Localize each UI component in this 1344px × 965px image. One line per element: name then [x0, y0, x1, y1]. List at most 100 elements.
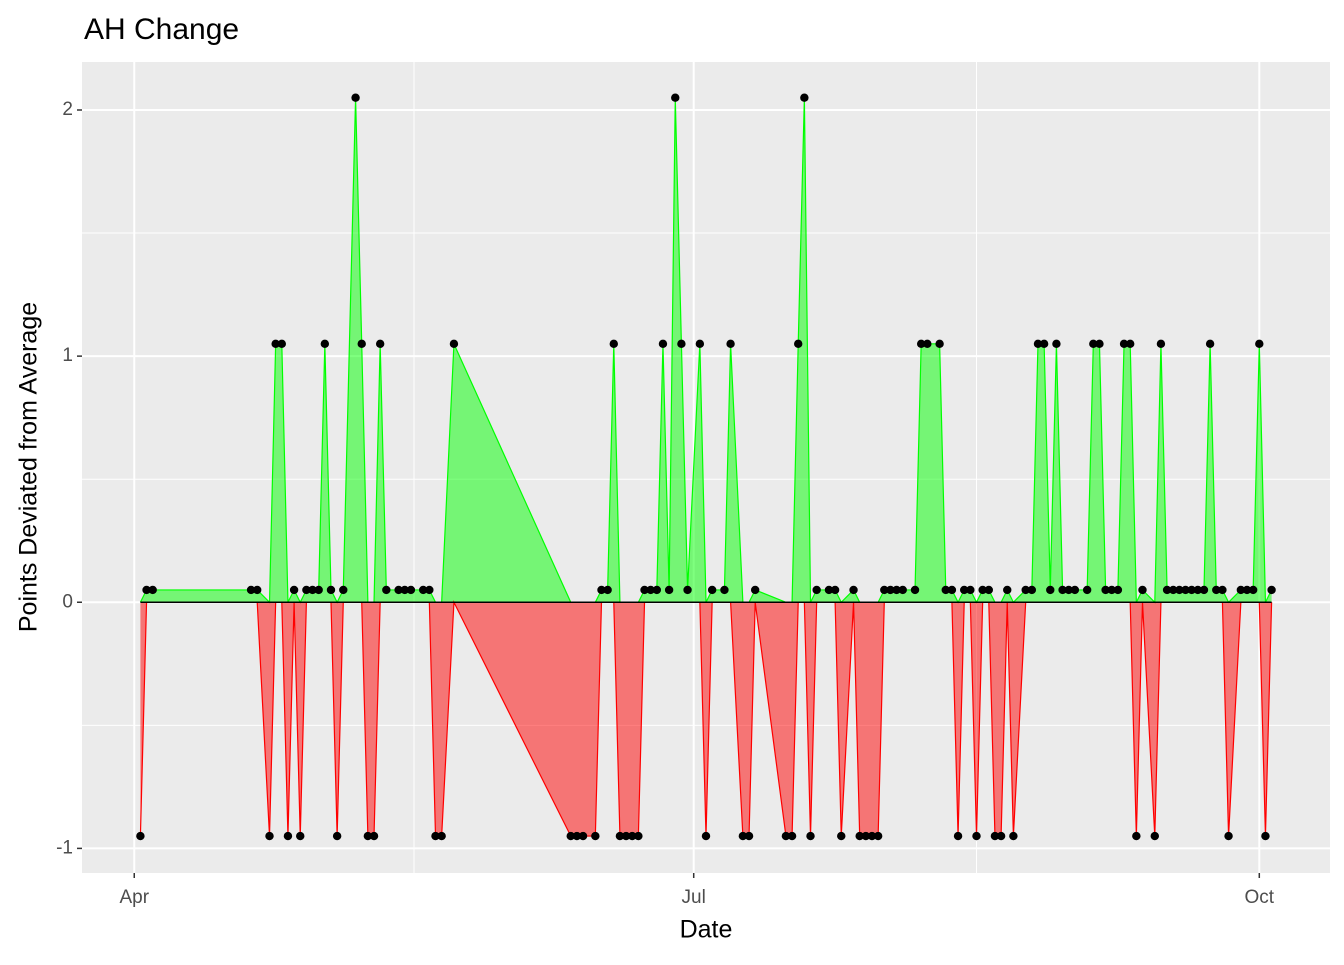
data-point: [658, 339, 668, 349]
data-point: [1212, 585, 1221, 595]
data-point: [566, 831, 575, 841]
data-point: [683, 585, 692, 595]
data-point: [339, 585, 348, 595]
data-point: [1150, 831, 1159, 841]
data-point: [978, 585, 987, 595]
data-point: [1236, 585, 1246, 595]
data-point: [664, 585, 674, 595]
data-point: [375, 339, 385, 349]
data-point: [720, 585, 729, 595]
data-point: [1101, 585, 1110, 595]
data-point: [677, 339, 686, 349]
data-point: [1267, 585, 1276, 595]
data-point: [892, 585, 901, 595]
data-point: [400, 585, 409, 595]
data-point: [1162, 585, 1172, 595]
data-point: [707, 585, 717, 595]
data-point: [855, 831, 864, 841]
data-point: [431, 831, 440, 841]
data-point: [744, 831, 754, 841]
data-point: [283, 831, 293, 841]
data-point: [1052, 339, 1061, 349]
data-point: [1033, 339, 1043, 349]
data-point: [1187, 585, 1196, 595]
data-point: [578, 831, 588, 841]
data-point: [1255, 339, 1264, 349]
data-point: [1095, 339, 1104, 349]
data-point: [1107, 585, 1116, 595]
data-point: [136, 831, 145, 841]
data-point: [966, 585, 975, 595]
x-tick-label: Oct: [1245, 887, 1275, 908]
data-point: [314, 585, 323, 595]
data-point: [738, 831, 748, 841]
data-point: [277, 339, 287, 349]
data-point: [671, 93, 680, 102]
data-point: [142, 585, 151, 595]
data-point: [246, 585, 256, 595]
data-point: [1003, 585, 1012, 595]
data-point: [1082, 585, 1092, 595]
data-point: [701, 831, 711, 841]
data-point: [726, 339, 735, 349]
data-point: [898, 585, 907, 595]
data-point: [406, 585, 416, 595]
data-point: [1009, 831, 1018, 841]
data-point: [837, 831, 846, 841]
data-point: [1119, 339, 1129, 349]
data-point: [320, 339, 330, 349]
y-tick-label: 0: [62, 591, 73, 612]
data-point: [910, 585, 920, 595]
data-point: [880, 585, 889, 595]
data-point: [1261, 831, 1270, 841]
data-point: [615, 831, 625, 841]
data-point: [1193, 585, 1203, 595]
data-point: [289, 585, 299, 595]
data-point: [253, 585, 262, 595]
data-point: [695, 339, 705, 349]
data-point: [1156, 339, 1166, 349]
data-point: [1058, 585, 1067, 595]
data-point: [308, 585, 317, 595]
data-point: [382, 585, 391, 595]
data-point: [621, 831, 631, 841]
data-point: [1248, 585, 1258, 595]
data-point: [363, 831, 373, 841]
data-point: [1089, 339, 1098, 349]
data-point: [1169, 585, 1178, 595]
chart-title: AH Change: [84, 13, 239, 46]
data-point: [1242, 585, 1252, 595]
data-point: [302, 585, 311, 595]
data-point: [296, 831, 305, 841]
data-point: [824, 585, 834, 595]
data-point: [369, 831, 379, 841]
data-point: [830, 585, 840, 595]
data-point: [419, 585, 428, 595]
data-point: [394, 585, 403, 595]
data-point: [1027, 585, 1037, 595]
data-point: [794, 339, 803, 349]
data-point: [1181, 585, 1190, 595]
data-point: [1224, 831, 1233, 841]
data-point: [941, 585, 950, 595]
data-point: [935, 339, 944, 349]
data-point: [916, 339, 926, 349]
data-point: [923, 339, 932, 349]
y-tick-label: -1: [56, 837, 73, 858]
data-point: [806, 831, 815, 841]
data-point: [1205, 339, 1215, 349]
data-point: [609, 339, 618, 349]
y-axis-title: Points Deviated from Average: [15, 302, 43, 632]
data-point: [572, 831, 582, 841]
data-point: [1039, 339, 1049, 349]
data-point: [1070, 585, 1080, 595]
data-point: [947, 585, 957, 595]
data-point: [1132, 831, 1141, 841]
data-point: [787, 831, 797, 841]
data-point: [1125, 339, 1135, 349]
data-point: [1021, 585, 1030, 595]
negative-area: [140, 602, 1272, 837]
data-point: [1064, 585, 1073, 595]
data-point: [1218, 585, 1227, 595]
